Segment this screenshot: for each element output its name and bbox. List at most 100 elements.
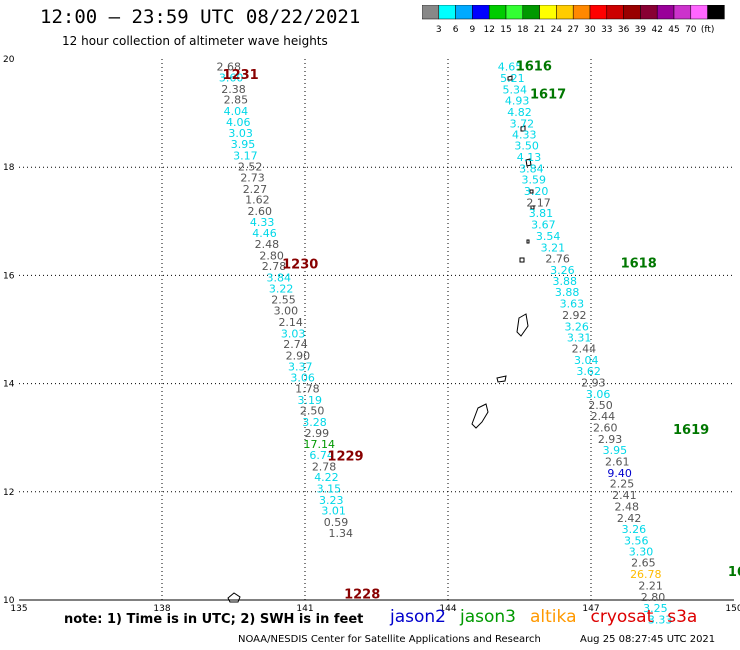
- wave-height-label: 3.01: [321, 505, 346, 518]
- color-scale-legend: 3 6 9 12 15 18 21 24 27 30 33 36 39 42 45 70 (ft): [422, 5, 725, 35]
- wave-height-label: 2.41: [612, 489, 637, 502]
- wave-height-label: 3.17: [233, 149, 258, 162]
- credit-line: NOAA/NESDIS Center for Satellite Applica…: [238, 634, 541, 645]
- map-subtitle: 12 hour collection of altimeter wave hei…: [62, 34, 328, 48]
- wave-height-label: 5.34: [502, 83, 527, 96]
- wave-height-label: 2.78: [262, 260, 287, 273]
- color-swatch: [707, 5, 725, 20]
- wave-height-label: 4.93: [505, 95, 530, 108]
- color-scale-label: 39: [635, 25, 647, 35]
- wave-height-label: 2.68: [216, 61, 241, 74]
- wave-height-label: 2.74: [283, 338, 308, 351]
- lon-tick-label: 147: [582, 604, 599, 614]
- wave-height-label: 2.60: [247, 205, 272, 218]
- lon-tick-label: 138: [153, 604, 170, 614]
- color-scale-label: 70: [685, 25, 697, 35]
- wave-height-label: 2.93: [598, 433, 623, 446]
- wave-height-label: 2.21: [638, 579, 663, 592]
- map-title: 12:00 – 23:59 UTC 08/22/2021: [40, 6, 361, 28]
- wave-height-label: 3.00: [274, 305, 299, 318]
- wave-height-label: 2.85: [224, 94, 249, 107]
- wave-height-label: 2.42: [617, 512, 642, 525]
- pass-time-label: 1229: [327, 450, 363, 465]
- wave-height-label: 3.22: [269, 282, 294, 295]
- wave-height-label: 3.95: [603, 444, 628, 457]
- wave-height-label: 3.26: [564, 320, 589, 333]
- wave-height-label: 2.99: [305, 427, 330, 440]
- wave-height-label: 2.90: [286, 349, 311, 362]
- wave-height-label: 2.93: [581, 377, 606, 390]
- pass-time-label: 1618: [621, 256, 657, 271]
- wave-height-label: 2.38: [221, 83, 246, 96]
- island-outline: [525, 158, 532, 167]
- wave-height-label: 2.14: [278, 316, 303, 329]
- wave-height-label: 3.03: [281, 327, 306, 340]
- wave-height-label: 4.65: [498, 61, 523, 74]
- wave-height-label: 3.03: [228, 127, 253, 140]
- wave-height-label: 2.76: [545, 253, 570, 266]
- wave-height-label: 3.84: [519, 162, 544, 175]
- wave-height-label: 2.44: [591, 410, 616, 423]
- legend-satellite-cryosat: cryosat: [590, 607, 654, 627]
- pass-time-label: 1616: [516, 60, 552, 75]
- island-outline: [520, 125, 526, 132]
- color-scale-label: 45: [668, 25, 679, 35]
- color-scale-label: 9: [470, 25, 476, 35]
- pass-time-label: 1231: [223, 68, 259, 83]
- island-outline: [507, 75, 513, 81]
- wave-height-label: 4.46: [252, 227, 277, 240]
- pass-time-label: 1228: [344, 588, 380, 603]
- legend-satellite-altika: altika: [530, 607, 577, 627]
- wave-height-label: 2.60: [593, 421, 618, 434]
- wave-height-label: 3.04: [574, 354, 599, 367]
- wave-height-label: 3.25: [643, 602, 668, 615]
- wave-height-label: 2.61: [605, 456, 630, 469]
- wave-height-label: 3.20: [524, 185, 549, 198]
- wave-height-label: 3.23: [319, 494, 344, 507]
- wave-height-label: 3.15: [317, 483, 342, 496]
- pass-time-label: 1230: [282, 258, 318, 273]
- lat-tick-label: 18: [3, 163, 15, 173]
- color-scale-label: (ft): [701, 25, 715, 35]
- wave-height-label: 2.44: [572, 342, 597, 355]
- wave-height-label: 3.06: [586, 388, 611, 401]
- wave-height-label: 6.74: [309, 449, 334, 462]
- wave-height-label: 5.21: [500, 72, 525, 85]
- wave-height-label: 4.22: [314, 471, 339, 484]
- color-scale-label: 15: [500, 25, 511, 35]
- color-scale-label: 21: [534, 25, 545, 35]
- lat-tick-label: 14: [3, 380, 15, 390]
- legend-satellite-jason3: jason3: [460, 607, 516, 627]
- wave-height-label: 3.56: [624, 534, 649, 547]
- wave-height-label: 2.17: [526, 196, 551, 209]
- wave-height-label: 4.04: [224, 105, 249, 118]
- wave-height-label: 3.84: [267, 272, 292, 285]
- island-outline: [529, 189, 534, 194]
- wave-height-label: 4.33: [250, 216, 275, 229]
- wave-height-label: 3.37: [288, 360, 313, 373]
- wave-height-label: 1.34: [329, 527, 354, 540]
- color-scale-label: 42: [651, 25, 662, 35]
- wave-height-label: 3.21: [541, 241, 566, 254]
- wave-height-label: 3.81: [529, 207, 554, 220]
- wave-height-label: 2.27: [243, 183, 268, 196]
- wave-height-label: 0.59: [324, 516, 349, 529]
- island-outline: [496, 375, 507, 383]
- lat-tick-label: 12: [3, 488, 14, 498]
- wave-height-label: 3.28: [302, 416, 327, 429]
- wave-height-label: 3.67: [531, 219, 556, 232]
- pass-time-label: 1620: [728, 565, 740, 580]
- island-outline: [227, 592, 241, 603]
- wave-height-label: 3.88: [553, 275, 578, 288]
- wave-height-label: 3.06: [290, 372, 315, 385]
- wave-height-label: 4.33: [512, 129, 537, 142]
- wave-height-label: 4.13: [517, 151, 542, 164]
- color-scale-label: 3: [436, 25, 442, 35]
- pass-time-label: 1617: [530, 88, 566, 103]
- lat-tick-label: 20: [3, 55, 15, 65]
- wave-height-label: 3.63: [560, 298, 585, 311]
- wave-height-label: 2.48: [255, 238, 280, 251]
- wave-height-label: 2.78: [312, 460, 337, 473]
- wave-height-label: 3.59: [522, 174, 547, 187]
